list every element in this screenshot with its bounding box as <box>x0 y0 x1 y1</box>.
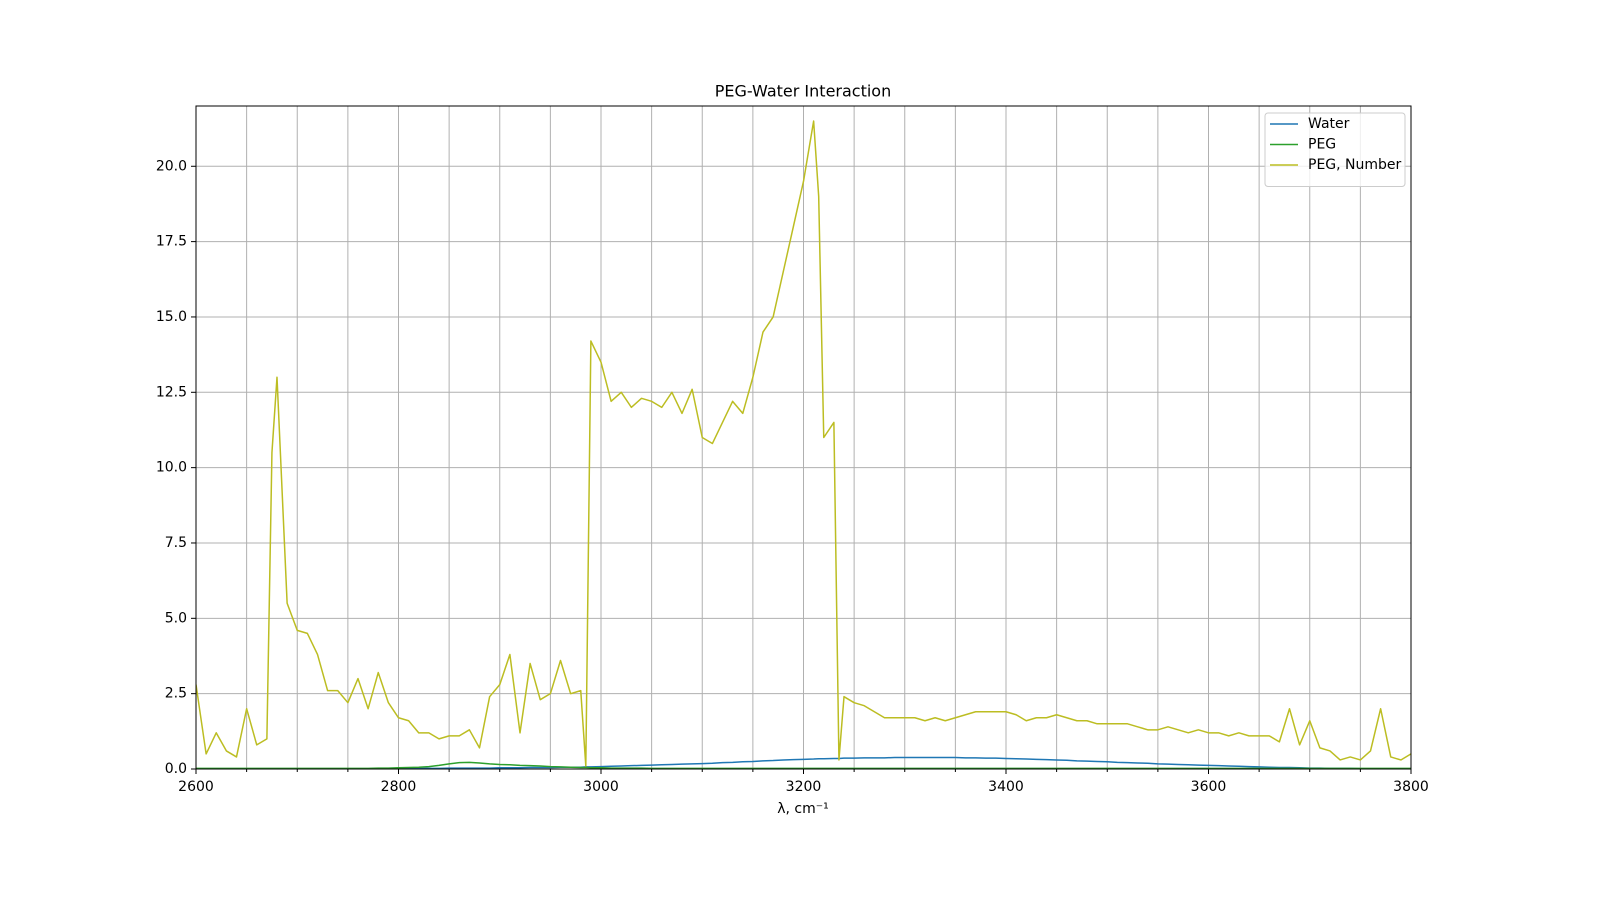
legend-box <box>1264 112 1406 187</box>
y-tick-label: 20.0 <box>156 158 187 174</box>
y-tick-label: 15.0 <box>156 309 187 325</box>
x-tick-label: 3000 <box>583 779 619 795</box>
y-tick-label: 17.5 <box>156 234 187 250</box>
series-line <box>196 761 1411 769</box>
x-tick-label: 2600 <box>178 779 214 795</box>
legend-label: PEG <box>1308 137 1336 153</box>
y-tick-label: 0.0 <box>165 761 187 777</box>
x-tick-label: 3800 <box>1393 779 1429 795</box>
y-tick-label: 5.0 <box>165 610 187 626</box>
legend-label: Water <box>1308 116 1350 132</box>
x-tick-label: 3400 <box>988 779 1024 795</box>
series-line <box>196 120 1411 767</box>
x-tick-label: 3600 <box>1191 779 1227 795</box>
y-tick-label: 2.5 <box>165 686 187 702</box>
y-tick-label: 10.0 <box>156 460 187 476</box>
y-tick-label: 12.5 <box>156 384 187 400</box>
plot-frame <box>195 105 1412 770</box>
x-tick-label: 3200 <box>786 779 822 795</box>
x-axis-label: λ, cm⁻¹ <box>777 801 829 817</box>
legend: Water PEG PEG, Number <box>1264 112 1406 187</box>
chart-title: PEG-Water Interaction <box>715 82 891 101</box>
legend-label: PEG, Number <box>1308 157 1402 173</box>
y-tick-label: 7.5 <box>165 535 187 551</box>
x-tick-label: 2800 <box>381 779 417 795</box>
